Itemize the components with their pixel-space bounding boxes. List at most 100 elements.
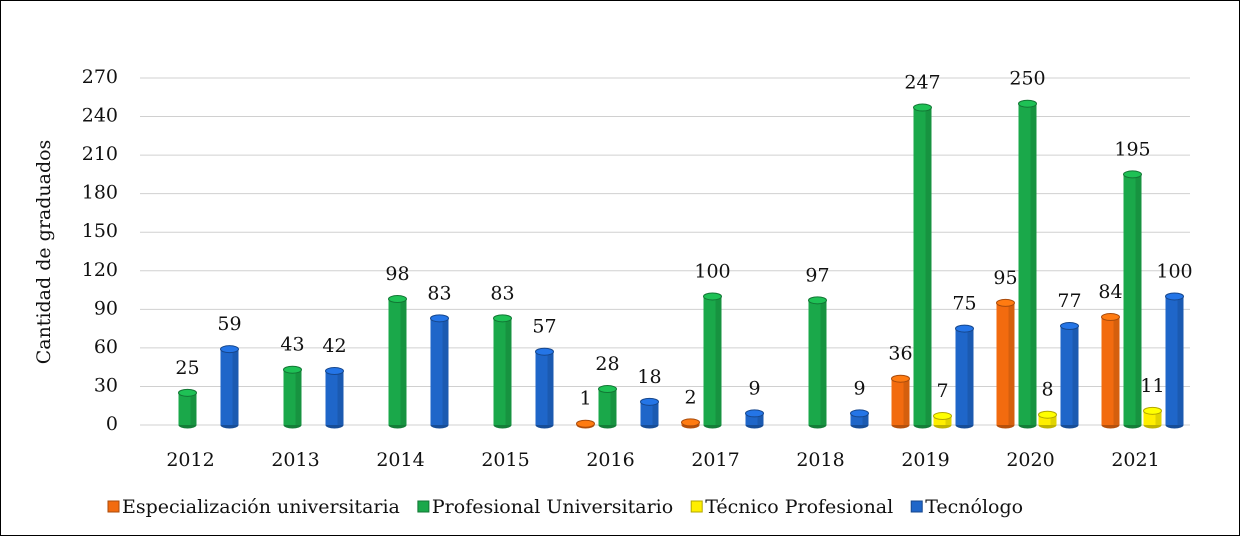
data-label: 77: [1057, 290, 1081, 312]
data-label: 84: [1098, 281, 1122, 303]
y-tick-label: 210: [82, 143, 118, 165]
cylinder-shade: [967, 328, 974, 425]
cylinder-top: [430, 314, 449, 323]
legend-swatch: [417, 500, 430, 513]
x-tick-label: 2021: [1111, 449, 1159, 471]
cylinder-shade: [715, 296, 722, 425]
data-label: 57: [532, 316, 556, 338]
x-tick-label: 2018: [796, 449, 844, 471]
data-label: 43: [280, 334, 304, 356]
cylinder-shade: [1155, 410, 1162, 425]
cylinder-shade: [610, 389, 617, 425]
cylinder-top: [1143, 406, 1162, 415]
x-tick-label: 2012: [166, 449, 214, 471]
cylinder-shade: [925, 107, 932, 425]
cylinder-top: [598, 385, 617, 394]
x-tick-label: 2017: [691, 449, 739, 471]
y-tick-label: 150: [82, 220, 118, 242]
data-label: 83: [427, 282, 451, 304]
x-tick-label: 2016: [586, 449, 634, 471]
data-label: 59: [217, 313, 241, 335]
legend-swatch: [690, 500, 703, 513]
cylinder-top: [283, 365, 302, 374]
cylinder-top: [1018, 99, 1037, 108]
cylinder-shade: [1113, 317, 1120, 425]
y-tick-label: 30: [94, 374, 118, 396]
y-tick-label: 180: [82, 182, 118, 204]
legend-swatch: [107, 500, 120, 513]
cylinder-shade: [1135, 174, 1142, 425]
data-label: 250: [1009, 68, 1045, 90]
x-tick-label: 2014: [376, 449, 424, 471]
y-tick-label: 90: [94, 297, 118, 319]
cylinder-top: [220, 345, 239, 354]
cylinder-shade: [652, 401, 659, 425]
data-label: 11: [1140, 375, 1164, 397]
cylinder-top: [1038, 410, 1057, 419]
data-label: 98: [385, 263, 409, 285]
cylinder-shade: [1008, 302, 1015, 425]
cylinder-top: [1123, 170, 1142, 179]
data-label: 42: [322, 335, 346, 357]
data-label: 2: [684, 386, 696, 408]
cylinder-shade: [337, 371, 344, 425]
data-label: 9: [748, 377, 760, 399]
data-label: 28: [595, 353, 619, 375]
cylinder-top: [808, 296, 827, 305]
cylinder-top: [891, 374, 910, 383]
cylinder-top: [325, 367, 344, 376]
cylinder-shade: [1050, 414, 1057, 425]
cylinder-top: [955, 324, 974, 333]
legend-label: Técnico Profesional: [705, 496, 893, 518]
data-label: 100: [694, 260, 730, 282]
cylinder-top: [640, 397, 659, 406]
data-label: 18: [637, 366, 661, 388]
bar: [745, 413, 764, 425]
cylinder-shade: [820, 300, 827, 425]
bar: [1038, 414, 1057, 425]
data-label: 1: [579, 388, 591, 410]
data-label: 83: [490, 282, 514, 304]
bar: [850, 413, 869, 425]
cylinder-shade: [945, 416, 952, 425]
cylinder-top: [388, 295, 407, 304]
data-label: 8: [1041, 379, 1053, 401]
data-label: 25: [175, 357, 199, 379]
cylinder-top: [913, 103, 932, 112]
y-axis-title: Cantidad de graduados: [33, 140, 55, 365]
cylinder-shade: [547, 351, 554, 425]
data-label: 247: [904, 72, 940, 94]
data-label: 95: [993, 267, 1017, 289]
data-label: 9: [853, 377, 865, 399]
data-label: 195: [1114, 138, 1150, 160]
cylinder-top: [745, 409, 764, 418]
cylinder-shade: [1177, 296, 1184, 425]
bar: [933, 416, 952, 425]
cylinder-top: [850, 409, 869, 418]
y-tick-label: 120: [82, 259, 118, 281]
data-label: 75: [952, 293, 976, 315]
cylinder-top: [535, 347, 554, 356]
cylinder-top: [1060, 322, 1079, 331]
legend-label: Profesional Universitario: [432, 496, 673, 518]
data-label: 100: [1156, 260, 1192, 282]
y-tick-label: 60: [94, 336, 118, 358]
cylinder-top: [576, 419, 595, 428]
legend-label: Especialización universitaria: [122, 496, 400, 518]
cylinder-top: [933, 412, 952, 421]
cylinder-shade: [232, 349, 239, 425]
cylinder-shade: [862, 413, 869, 425]
cylinder-shade: [1030, 103, 1037, 425]
x-tick-label: 2020: [1006, 449, 1054, 471]
x-tick-label: 2019: [901, 449, 949, 471]
cylinder-top: [178, 388, 197, 397]
legend-label: Tecnólogo: [925, 496, 1023, 518]
cylinder-shade: [190, 392, 197, 425]
x-tick-label: 2013: [271, 449, 319, 471]
y-tick-label: 270: [82, 66, 118, 88]
cylinder-top: [703, 292, 722, 301]
legend-swatch: [910, 500, 923, 513]
cylinder-shade: [295, 369, 302, 425]
cylinder-shade: [505, 318, 512, 425]
